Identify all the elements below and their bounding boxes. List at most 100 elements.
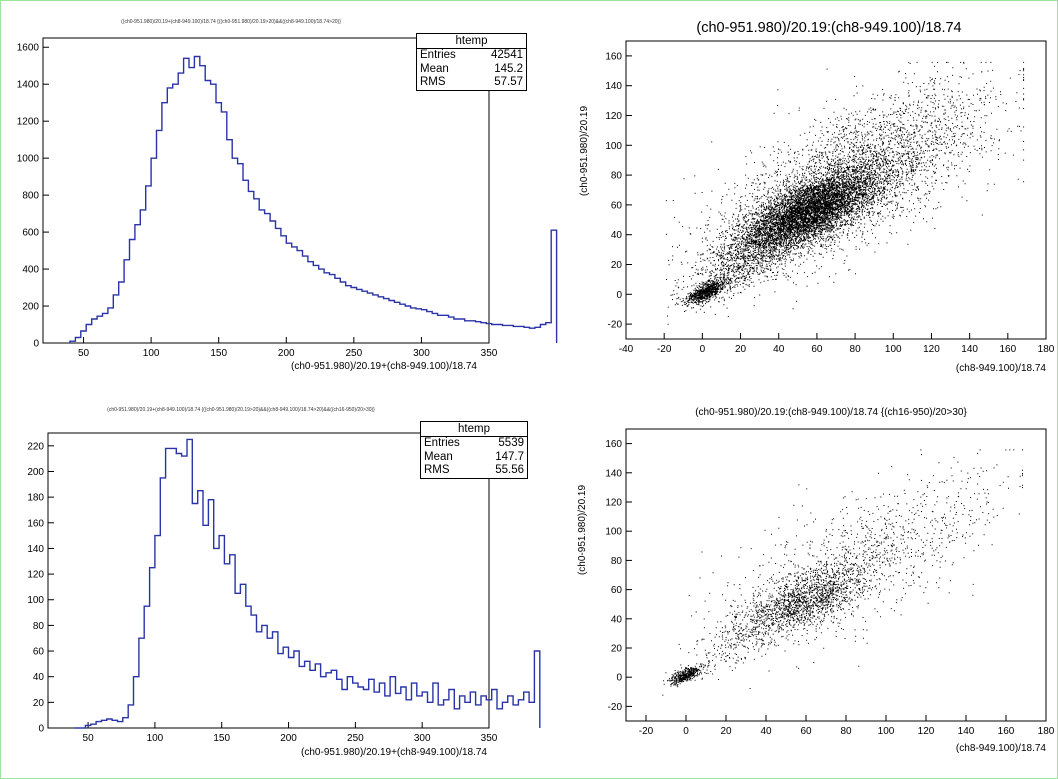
histogram-series-bottom: [74, 438, 541, 729]
x-tick-label: 20: [720, 726, 732, 737]
y-tick-label: 20: [611, 260, 623, 271]
x-tick-label: 200: [278, 348, 295, 359]
y-tick-label: 80: [611, 171, 623, 182]
y-tick-label: 160: [605, 51, 622, 62]
x-tick-label: 100: [143, 348, 160, 359]
y-tick-label: 100: [605, 527, 622, 538]
plot-frame: [625, 428, 1047, 722]
y-tick-label: 400: [22, 265, 39, 276]
y-axis-title-top-right: (ch0-951.980)/20.19: [579, 106, 590, 197]
x-tick-label: 160: [999, 344, 1016, 355]
x-tick-label: 150: [210, 348, 227, 359]
y-tick-label: 140: [27, 544, 44, 555]
histogram-title-top: ((ch0-951.980)/20.19+(ch8-949.100)/18.74…: [121, 19, 341, 25]
stats-box-top: htemp Entries 42541 Mean 145.2 RMS 57.57: [416, 33, 527, 91]
stats-label: Mean: [420, 62, 449, 75]
y-tick-label: 20: [33, 698, 45, 709]
x-axis-title-top: (ch0-951.980)/20.19+(ch8-949.100)/18.74: [291, 361, 477, 372]
histogram-title-bottom: (ch0-951.980)/20.19+(ch8-949.100)/18.74 …: [107, 407, 375, 413]
x-tick-label: 80: [840, 726, 852, 737]
stats-value: 57.57: [494, 76, 523, 88]
y-tick-label: 600: [22, 228, 39, 239]
y-tick-label: 100: [605, 141, 622, 152]
scatter-title-top: (ch0-951.980)/20.19:(ch8-949.100)/18.74: [696, 20, 961, 36]
x-tick-label: 160: [998, 726, 1015, 737]
x-tick-label: 300: [414, 733, 431, 744]
histogram-series-top: [69, 55, 558, 344]
x-tick-label: 50: [83, 733, 95, 744]
y-tick-label: 0: [616, 673, 622, 684]
x-tick-label: 100: [878, 726, 895, 737]
histogram-panel-top: ((ch0-951.980)/20.19+(ch8-949.100)/18.74…: [1, 1, 558, 390]
stats-label: Entries: [420, 49, 456, 61]
y-tick-label: 80: [33, 621, 45, 632]
y-tick-label: 40: [33, 672, 45, 683]
stats-label: Mean: [424, 450, 453, 463]
scatter-panel-top: (ch0-951.980)/20.19:(ch8-949.100)/18.74 …: [529, 1, 1057, 390]
y-tick-label: 100: [27, 595, 44, 606]
stats-title: htemp: [421, 422, 527, 437]
x-tick-label: 50: [78, 348, 90, 359]
y-tick-label: 0: [33, 339, 39, 350]
x-axis-title-bottom: (ch0-951.980)/20.19+(ch8-949.100)/18.74: [301, 747, 487, 758]
y-tick-label: 0: [616, 290, 622, 301]
x-tick-label: 60: [811, 344, 823, 355]
stats-title: htemp: [417, 34, 526, 49]
x-tick-label: 40: [760, 726, 772, 737]
stats-label: Entries: [424, 437, 460, 449]
y-tick-label: 1200: [17, 117, 40, 128]
histogram-plot-bottom: (ch0-951.980)/20.19+(ch8-949.100)/18.74 …: [27, 407, 541, 758]
y-tick-label: 60: [33, 647, 45, 658]
y-tick-label: 1400: [17, 80, 40, 91]
x-tick-label: 180: [1038, 344, 1055, 355]
y-tick-label: 1000: [17, 154, 40, 165]
y-axis-title-bottom-right: (ch0-951.980)/20.19: [577, 485, 588, 576]
x-tick-label: 250: [347, 733, 364, 744]
scatter-panel-bottom: (ch0-951.980)/20.19:(ch8-949.100)/18.74 …: [529, 390, 1057, 778]
scatter-title-bottom: (ch0-951.980)/20.19:(ch8-949.100)/18.74 …: [695, 407, 967, 418]
histogram-panel-bottom: (ch0-951.980)/20.19+(ch8-949.100)/18.74 …: [1, 390, 541, 778]
scatter-points: [662, 449, 1023, 696]
stats-label: RMS: [420, 76, 446, 88]
x-tick-label: -20: [657, 344, 672, 355]
x-tick-label: 0: [700, 344, 706, 355]
y-tick-label: 180: [27, 493, 44, 504]
stats-value: 42541: [491, 49, 523, 61]
stats-value: 147.7: [495, 450, 524, 463]
y-tick-label: 20: [611, 644, 623, 655]
plot-frame: [47, 432, 490, 729]
x-axis-title-top-right: (ch8-949.100)/18.74: [956, 363, 1047, 374]
x-axis-title-bottom-right: (ch8-949.100)/18.74: [956, 743, 1047, 754]
y-tick-label: 120: [605, 498, 622, 509]
y-tick-label: 40: [611, 230, 623, 241]
x-tick-label: 60: [800, 726, 812, 737]
x-tick-label: -20: [639, 726, 654, 737]
y-tick-label: 1600: [17, 43, 40, 54]
plot-frame: [625, 40, 1047, 340]
stats-label: RMS: [424, 464, 450, 476]
x-tick-label: 140: [961, 344, 978, 355]
y-tick-label: 120: [27, 570, 44, 581]
y-tick-label: 220: [27, 441, 44, 452]
scatter-plot-top: (ch0-951.980)/20.19:(ch8-949.100)/18.74 …: [579, 20, 1055, 374]
x-tick-label: 100: [147, 733, 164, 744]
x-tick-label: 40: [773, 344, 785, 355]
y-tick-label: 120: [605, 111, 622, 122]
y-tick-label: 200: [22, 302, 39, 313]
y-tick-label: 800: [22, 191, 39, 202]
x-tick-label: 150: [213, 733, 230, 744]
x-tick-label: 0: [683, 726, 689, 737]
stats-box-bottom: htemp Entries 5539 Mean 147.7 RMS 55.56: [420, 421, 528, 479]
stats-value: 145.2: [494, 62, 523, 75]
y-tick-label: 140: [605, 81, 622, 92]
y-tick-label: 140: [605, 468, 622, 479]
stats-value: 5539: [498, 437, 524, 449]
y-tick-label: 0: [38, 724, 44, 735]
x-tick-label: 350: [481, 348, 498, 359]
x-tick-label: 80: [850, 344, 862, 355]
y-tick-label: 60: [611, 585, 623, 596]
x-tick-label: 350: [481, 733, 498, 744]
x-tick-label: 180: [1038, 726, 1055, 737]
x-tick-label: 140: [958, 726, 975, 737]
